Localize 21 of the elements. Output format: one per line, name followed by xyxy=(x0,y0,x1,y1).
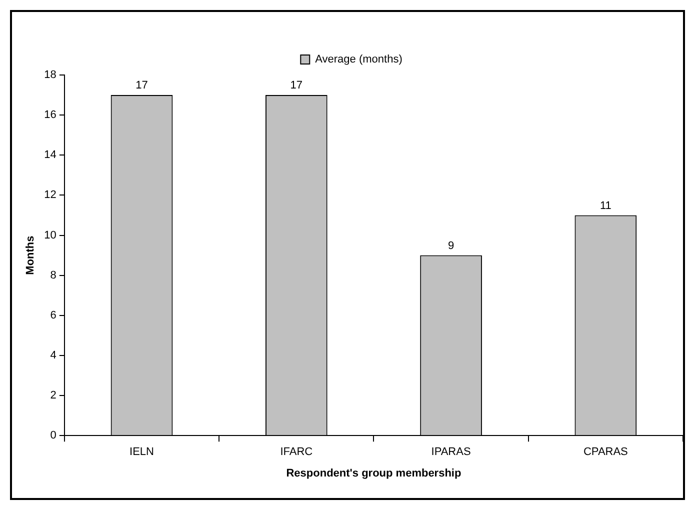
x-tick-label: CPARAS xyxy=(583,446,628,458)
y-axis-title: Months xyxy=(24,236,37,275)
y-tick-label: 2 xyxy=(50,390,56,402)
legend-label: Average (months) xyxy=(315,54,402,66)
y-tick-label: 18 xyxy=(44,69,56,82)
y-tick-label: 0 xyxy=(50,430,56,442)
y-tick-label: 16 xyxy=(44,109,56,122)
data-label: 17 xyxy=(290,80,303,92)
y-tick-label: 4 xyxy=(50,350,56,362)
data-label: 9 xyxy=(448,240,454,252)
x-tick-label: IELN xyxy=(130,446,154,458)
y-tick-label: 6 xyxy=(50,309,56,322)
x-axis-title: Respondent's group membership xyxy=(286,467,462,480)
x-tick-label: IPARAS xyxy=(431,446,471,458)
data-label: 17 xyxy=(136,80,148,92)
y-tick-label: 12 xyxy=(44,189,56,202)
x-tick-label: IFARC xyxy=(280,446,313,458)
y-tick-label: 10 xyxy=(44,229,56,242)
data-label: 11 xyxy=(600,200,612,212)
y-tick-label: 8 xyxy=(50,269,56,282)
y-tick-label: 14 xyxy=(44,149,56,162)
